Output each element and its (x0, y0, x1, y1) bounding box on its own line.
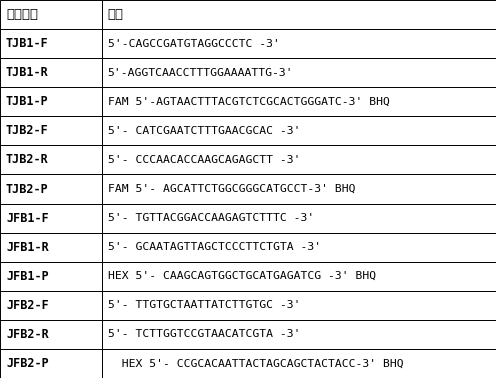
Bar (102, 349, 496, 378)
Text: TJB1-F: TJB1-F (6, 37, 49, 50)
Text: HEX 5'- CAAGCAGTGGCTGCATGAGATCG -3' BHQ: HEX 5'- CAAGCAGTGGCTGCATGAGATCG -3' BHQ (108, 271, 376, 281)
Text: JFB1-F: JFB1-F (6, 212, 49, 225)
Text: HEX 5'- CCGCACAATTACTAGCAGCTACTACC-3' BHQ: HEX 5'- CCGCACAATTACTAGCAGCTACTACC-3' BH… (108, 358, 403, 369)
Text: JFB2-R: JFB2-R (6, 328, 49, 341)
Text: FAM 5'- AGCATTCTGGCGGGCATGCCT-3' BHQ: FAM 5'- AGCATTCTGGCGGGCATGCCT-3' BHQ (108, 184, 355, 194)
Text: JFB1-P: JFB1-P (6, 270, 49, 283)
Text: JFB2-F: JFB2-F (6, 299, 49, 312)
Text: 5'- TTGTGCTAATTATCTTGTGC -3': 5'- TTGTGCTAATTATCTTGTGC -3' (108, 300, 300, 310)
Bar (0, 146, 102, 175)
Bar (102, 320, 496, 349)
Bar (102, 232, 496, 262)
Bar (102, 58, 496, 87)
Text: 5'- GCAATAGTTAGCTCCCTTCTGTA -3': 5'- GCAATAGTTAGCTCCCTTCTGTA -3' (108, 242, 321, 252)
Text: TJB2-F: TJB2-F (6, 124, 49, 137)
Text: 5'- CATCGAATCTTTGAACGCAC -3': 5'- CATCGAATCTTTGAACGCAC -3' (108, 126, 300, 136)
Bar (0, 349, 102, 378)
Bar (0, 87, 102, 116)
Text: 序列: 序列 (108, 8, 124, 21)
Text: 5'- TGTTACGGACCAAGAGTCTTTC -3': 5'- TGTTACGGACCAAGAGTCTTTC -3' (108, 213, 314, 223)
Bar (102, 146, 496, 175)
Bar (102, 116, 496, 146)
Bar (0, 58, 102, 87)
Bar (0, 320, 102, 349)
Bar (102, 291, 496, 320)
Bar (0, 29, 102, 58)
Text: 5'-CAGCCGATGTAGGCCCTC -3': 5'-CAGCCGATGTAGGCCCTC -3' (108, 39, 280, 49)
Bar (0, 262, 102, 291)
Text: TJB2-R: TJB2-R (6, 153, 49, 166)
Bar (102, 87, 496, 116)
Bar (102, 29, 496, 58)
Bar (0, 0, 102, 29)
Text: TJB1-R: TJB1-R (6, 66, 49, 79)
Text: FAM 5'-AGTAACTTTACGTCTCGCACTGGGATC-3' BHQ: FAM 5'-AGTAACTTTACGTCTCGCACTGGGATC-3' BH… (108, 97, 389, 107)
Text: 引物名称: 引物名称 (6, 8, 38, 21)
Bar (0, 175, 102, 203)
Bar (0, 203, 102, 232)
Text: JFB2-P: JFB2-P (6, 357, 49, 370)
Text: TJB1-P: TJB1-P (6, 95, 49, 108)
Bar (102, 203, 496, 232)
Bar (102, 262, 496, 291)
Text: 5'- TCTTGGTCCGTAACATCGTA -3': 5'- TCTTGGTCCGTAACATCGTA -3' (108, 329, 300, 339)
Text: JFB1-R: JFB1-R (6, 241, 49, 254)
Bar (102, 0, 496, 29)
Bar (102, 175, 496, 203)
Text: 5'- CCCAACACCAAGCAGAGCTT -3': 5'- CCCAACACCAAGCAGAGCTT -3' (108, 155, 300, 165)
Text: 5'-AGGTCAACCTTTGGAAAATTG-3': 5'-AGGTCAACCTTTGGAAAATTG-3' (108, 68, 293, 78)
Bar (0, 232, 102, 262)
Bar (0, 291, 102, 320)
Text: TJB2-P: TJB2-P (6, 183, 49, 195)
Bar (0, 116, 102, 146)
